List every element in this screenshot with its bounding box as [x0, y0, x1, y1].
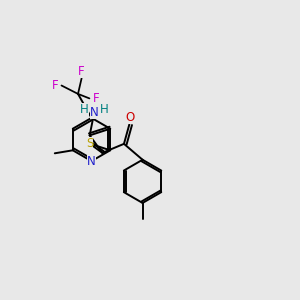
Text: F: F [78, 65, 85, 78]
Text: H: H [99, 103, 108, 116]
Text: O: O [125, 111, 135, 124]
Text: H: H [80, 103, 89, 116]
Text: F: F [52, 79, 58, 92]
Text: N: N [90, 106, 99, 119]
Text: S: S [86, 137, 93, 150]
Text: N: N [87, 154, 96, 168]
Text: F: F [93, 92, 99, 105]
